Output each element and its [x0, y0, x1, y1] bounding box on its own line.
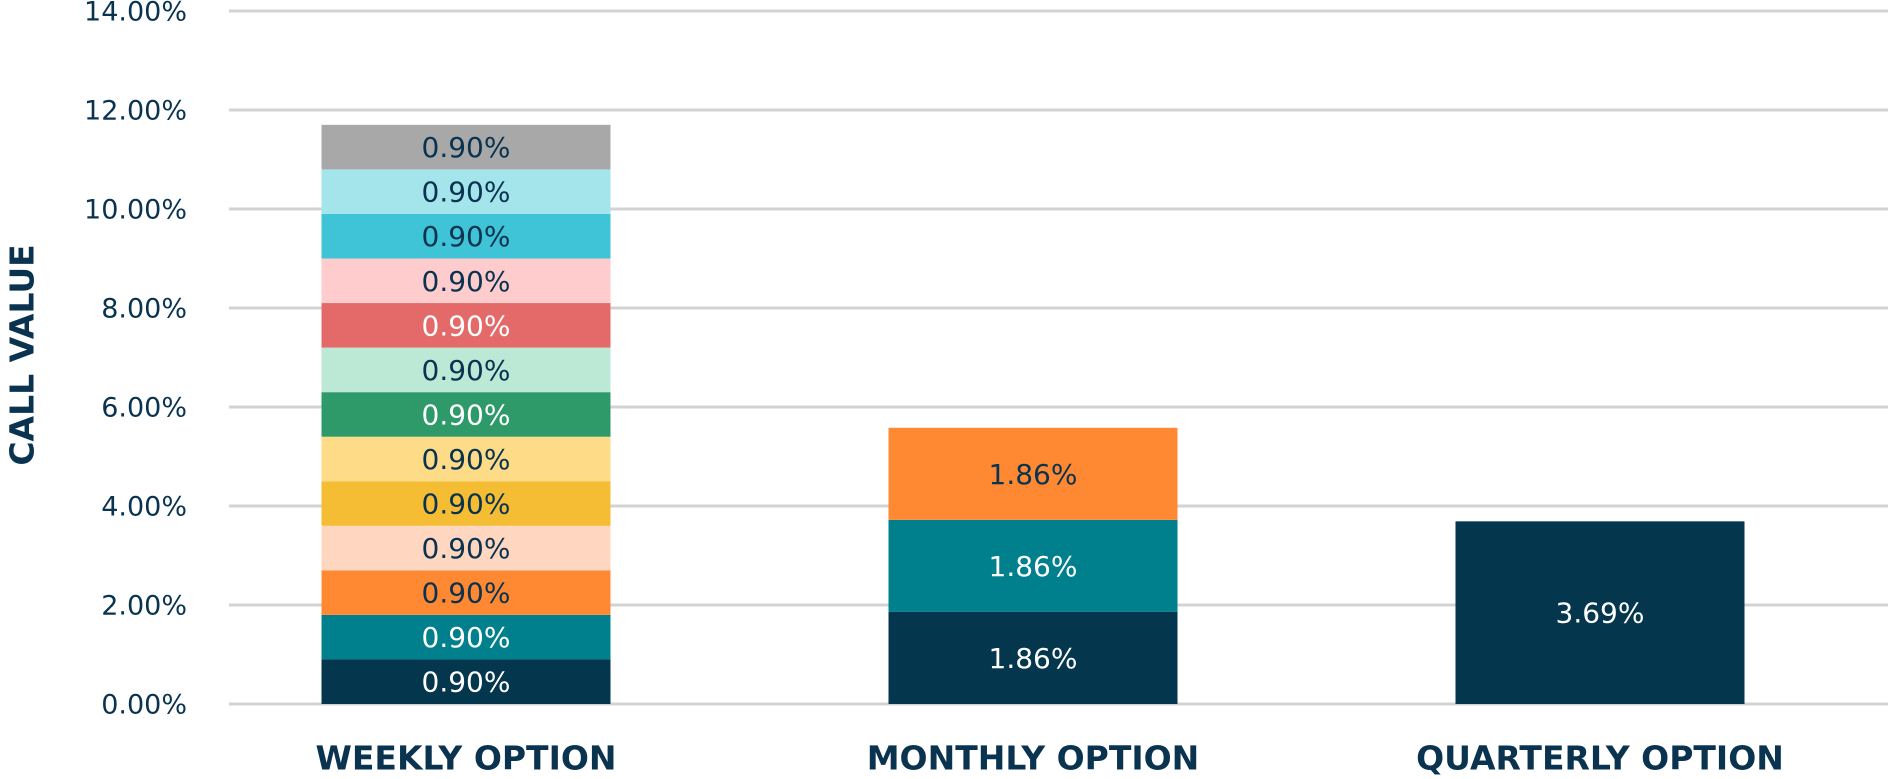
- bar-segment: [321, 124, 611, 170]
- value-label: 1.86%: [989, 458, 1078, 491]
- value-label: 0.90%: [422, 488, 511, 521]
- y-tick-label: 4.00%: [101, 492, 187, 523]
- y-tick-label: 12.00%: [84, 96, 187, 127]
- y-axis-label: CALL VALUE: [3, 244, 42, 465]
- y-tick-label: 8.00%: [101, 294, 187, 325]
- x-tick-label: QUARTERLY OPTION: [1416, 739, 1784, 778]
- value-label: 0.90%: [422, 309, 511, 342]
- x-tick-label: MONTHLY OPTION: [867, 739, 1200, 778]
- value-label: 0.90%: [422, 666, 511, 699]
- bar-segment: [888, 519, 1178, 612]
- bar-segment: [321, 481, 611, 526]
- value-label: 0.90%: [422, 131, 511, 164]
- value-label: 0.90%: [422, 621, 511, 654]
- value-label: 0.90%: [422, 265, 511, 298]
- value-label: 0.90%: [422, 176, 511, 209]
- value-label: 0.90%: [422, 398, 511, 431]
- bar-segment: [321, 659, 611, 704]
- bar-segment: [321, 392, 611, 437]
- bar-segment: [321, 436, 611, 482]
- value-label: 3.69%: [1556, 597, 1645, 630]
- value-label: 1.86%: [989, 642, 1078, 675]
- y-tick-label: 14.00%: [84, 0, 187, 28]
- y-tick-label: 0.00%: [101, 690, 187, 721]
- value-label: 0.90%: [422, 577, 511, 610]
- bar-segment: [888, 427, 1178, 520]
- bar-segment: [321, 347, 611, 393]
- bar-segment: [321, 303, 611, 348]
- value-label: 0.90%: [422, 443, 511, 476]
- value-label: 1.86%: [989, 550, 1078, 583]
- bar-segment: [321, 525, 611, 571]
- bar-segment: [888, 611, 1178, 704]
- y-tick-label: 6.00%: [101, 393, 187, 424]
- bar-segment: [321, 570, 611, 615]
- bar-segment: [321, 614, 611, 660]
- y-tick-label: 10.00%: [84, 195, 187, 226]
- bar-segment: [321, 213, 611, 259]
- value-label: 0.90%: [422, 354, 511, 387]
- bar-segment: [1455, 521, 1745, 704]
- bar-segment: [321, 258, 611, 304]
- value-label: 0.90%: [422, 532, 511, 565]
- value-label: 0.90%: [422, 220, 511, 253]
- x-tick-label: WEEKLY OPTION: [315, 739, 616, 778]
- y-tick-label: 2.00%: [101, 591, 187, 622]
- bar-segment: [321, 169, 611, 214]
